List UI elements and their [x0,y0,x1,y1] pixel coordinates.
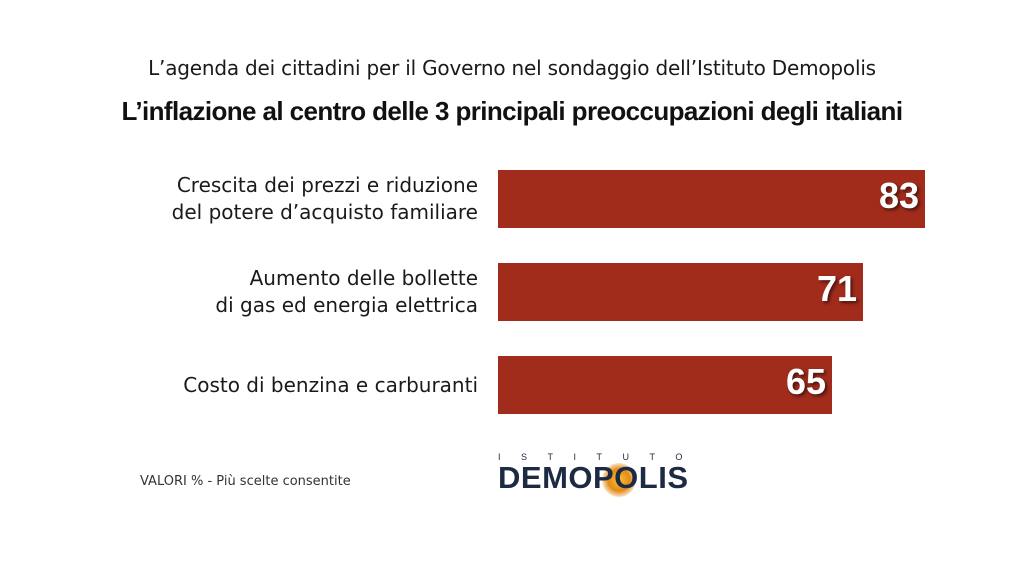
bar-value-label-3: 65 [785,361,826,402]
footnote: VALORI % - Più scelte consentite [140,474,351,489]
logo-top-text: ISTITUTO [498,452,703,462]
category-label-1: Crescita dei prezzi e riduzione del pote… [171,173,478,224]
category-label-2: Aumento delle bollette di gas ed energia… [215,266,478,317]
logo-sun-icon [602,463,636,497]
logo-main-text: DEMOPOLIS [498,460,689,495]
bar-1 [498,170,925,228]
chart-title: L’inflazione al centro delle 3 principal… [121,96,904,126]
chart-subtitle: L’agenda dei cittadini per il Governo ne… [148,56,876,80]
bar-2 [498,263,863,321]
category-label-3: Costo di benzina e carburanti [183,373,478,397]
bar-3 [498,356,832,414]
bar-value-label-1: 83 [878,175,919,216]
bar-value-label-2: 71 [816,268,857,309]
demopolis-logo: ISTITUTO DEMOPOLIS [498,452,740,502]
